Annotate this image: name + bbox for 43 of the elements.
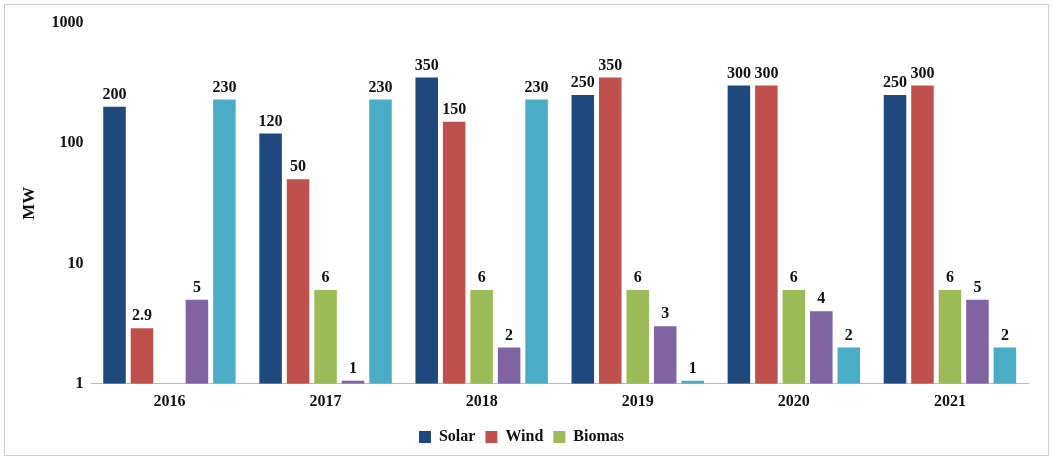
x-tick-label: 2018 — [465, 391, 498, 409]
legend-label: Wind — [505, 427, 544, 445]
data-label: 300 — [726, 63, 751, 81]
data-label: 5 — [973, 277, 982, 295]
data-label: 5 — [192, 277, 201, 295]
data-label: 230 — [368, 77, 393, 95]
x-tick-label: 2019 — [621, 391, 654, 409]
data-label: 200 — [102, 84, 127, 102]
data-label: 2 — [505, 325, 514, 343]
data-label: 1 — [349, 358, 358, 376]
x-tick-label: 2017 — [309, 391, 342, 409]
data-label: 300 — [754, 63, 779, 81]
data-label: 2 — [1000, 325, 1009, 343]
y-tick-label: 100 — [59, 133, 84, 151]
data-label: 3 — [661, 304, 670, 322]
y-axis-title: MW — [18, 186, 38, 220]
data-label: 250 — [883, 73, 907, 91]
data-label: 6 — [321, 268, 330, 286]
x-tick-label: 2020 — [777, 391, 810, 409]
data-label: 6 — [633, 268, 642, 286]
x-tick-label: 2016 — [153, 391, 186, 409]
y-tick-label: 1000 — [51, 12, 84, 30]
data-label: 6 — [789, 268, 798, 286]
data-label: 150 — [442, 99, 467, 117]
data-label: 230 — [212, 77, 237, 95]
y-tick-label: 10 — [67, 253, 84, 271]
data-label: 1 — [688, 358, 697, 376]
data-label: 50 — [290, 157, 307, 175]
data-label: 120 — [258, 111, 283, 129]
data-label: 230 — [524, 77, 549, 95]
data-label: 4 — [817, 289, 826, 307]
x-tick-label: 2021 — [933, 391, 966, 409]
data-label: 6 — [945, 268, 954, 286]
data-label: 350 — [414, 55, 439, 73]
data-label: 6 — [477, 268, 486, 286]
data-label: 350 — [598, 55, 623, 73]
data-label: 2 — [844, 325, 853, 343]
legend-label: Biomas — [573, 427, 625, 445]
legend-label: Solar — [438, 427, 476, 445]
data-label: 300 — [910, 63, 935, 81]
data-label: 2.9 — [131, 306, 152, 324]
y-tick-label: 1 — [75, 373, 84, 391]
data-label: 250 — [570, 73, 595, 91]
